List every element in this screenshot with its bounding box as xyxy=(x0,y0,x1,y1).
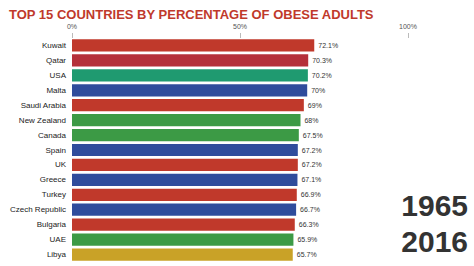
svg-text:Canada: Canada xyxy=(38,131,67,140)
svg-text:67.1%: 67.1% xyxy=(301,176,321,183)
svg-text:100%: 100% xyxy=(399,23,417,30)
svg-text:Turkey: Turkey xyxy=(42,190,66,199)
svg-text:70.3%: 70.3% xyxy=(312,57,332,64)
svg-text:USA: USA xyxy=(50,71,67,80)
svg-text:Libya: Libya xyxy=(47,250,67,259)
svg-text:70.2%: 70.2% xyxy=(312,72,332,79)
svg-text:50%: 50% xyxy=(233,23,247,30)
svg-text:Czech Republic: Czech Republic xyxy=(10,205,66,214)
svg-text:65.9%: 65.9% xyxy=(297,236,317,243)
svg-text:1965: 1965 xyxy=(401,189,468,222)
svg-text:New Zealand: New Zealand xyxy=(19,116,66,125)
svg-text:66.3%: 66.3% xyxy=(299,221,319,228)
svg-text:65.7%: 65.7% xyxy=(297,251,317,258)
svg-text:68%: 68% xyxy=(304,117,318,124)
svg-text:66.9%: 66.9% xyxy=(301,191,321,198)
svg-text:Greece: Greece xyxy=(40,175,67,184)
svg-text:Spain: Spain xyxy=(46,146,66,155)
svg-text:Saudi Arabia: Saudi Arabia xyxy=(21,101,67,110)
svg-text:Kuwait: Kuwait xyxy=(42,41,67,50)
svg-text:TOP 15 COUNTRIES BY PERCENTAGE: TOP 15 COUNTRIES BY PERCENTAGE OF OBESE … xyxy=(9,7,374,22)
svg-text:Malta: Malta xyxy=(46,86,66,95)
svg-text:69%: 69% xyxy=(308,102,322,109)
svg-text:67.2%: 67.2% xyxy=(302,161,322,168)
svg-text:Bulgaria: Bulgaria xyxy=(37,220,67,229)
svg-text:UK: UK xyxy=(55,160,67,169)
svg-text:66.7%: 66.7% xyxy=(300,206,320,213)
svg-text:0%: 0% xyxy=(67,23,77,30)
svg-text:67.5%: 67.5% xyxy=(303,132,323,139)
svg-text:Qatar: Qatar xyxy=(46,56,66,65)
svg-text:67.2%: 67.2% xyxy=(302,147,322,154)
svg-text:2016: 2016 xyxy=(401,225,468,258)
svg-text:UAE: UAE xyxy=(50,235,66,244)
svg-text:70%: 70% xyxy=(311,87,325,94)
svg-text:72.1%: 72.1% xyxy=(318,42,338,49)
